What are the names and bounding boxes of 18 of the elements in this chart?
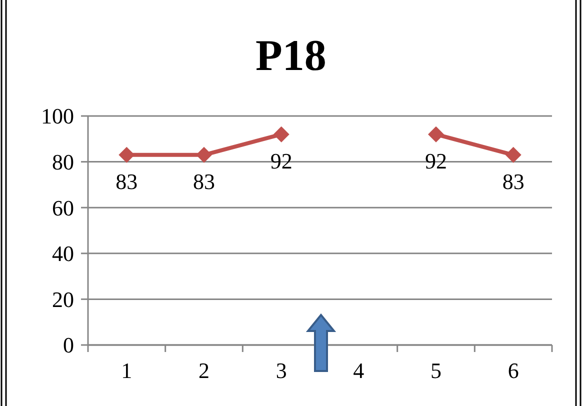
- y-tick-label: 80: [52, 150, 74, 174]
- data-label: 92: [270, 148, 292, 174]
- data-label: 83: [193, 168, 215, 194]
- chart-title: P18: [256, 31, 326, 80]
- x-tick-label: 4: [353, 358, 364, 383]
- data-label: 92: [425, 148, 447, 174]
- y-tick-label: 20: [52, 286, 74, 312]
- x-tick-label: 2: [198, 358, 210, 383]
- data-label: 83: [116, 168, 138, 194]
- x-tick-label: 3: [276, 358, 287, 383]
- x-tick-label: 5: [430, 358, 442, 383]
- y-tick-label: 60: [52, 195, 74, 220]
- y-tick-label: 40: [52, 241, 74, 266]
- x-tick-label: 1: [121, 358, 132, 383]
- y-tick-label: 100: [41, 104, 74, 129]
- data-label: 83: [502, 168, 524, 194]
- y-tick-label: 0: [63, 332, 74, 358]
- x-tick-label: 6: [508, 358, 519, 383]
